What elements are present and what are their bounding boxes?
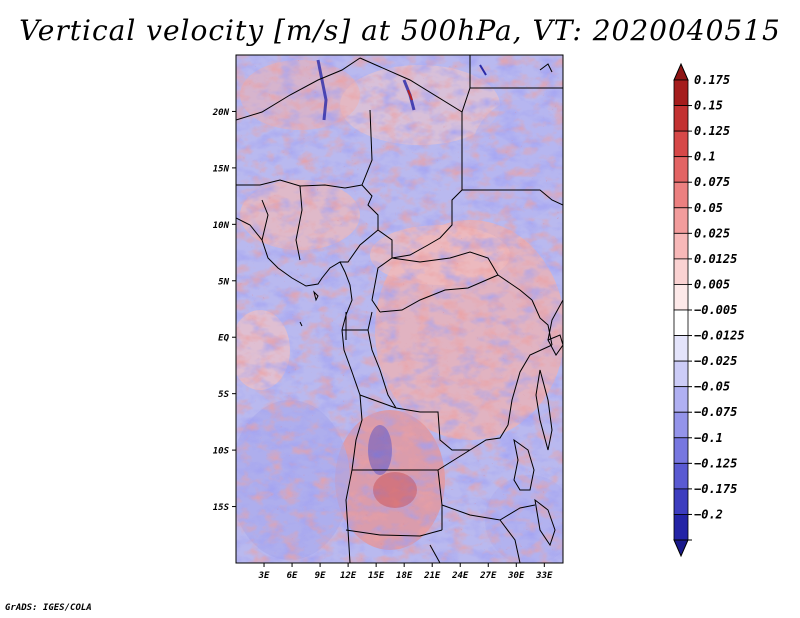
longitude-axis: 3E 6E 9E 12E 15E 18E 21E 24E 27E 30E 33E (258, 563, 553, 581)
lon-tick-label: 3E (258, 571, 270, 581)
lon-tick-label: 12E (340, 571, 357, 581)
colorbar-label: −0.075 (694, 405, 737, 419)
colorbar-label: −0.175 (694, 482, 737, 496)
lat-tick-label: 10S (213, 447, 230, 457)
colorbar-label: 0.025 (694, 226, 730, 240)
colorbar-swatch (673, 309, 689, 336)
colorbar-swatch (673, 514, 689, 541)
colorbar-label: −0.1 (694, 431, 723, 445)
colorbar-swatch (673, 258, 689, 285)
colorbar-swatch (673, 156, 689, 183)
colorbar-swatch (673, 232, 689, 260)
colorbar-swatch (673, 130, 689, 158)
map-title: Vertical velocity [m/s] at 500hPa, VT: 2… (19, 14, 781, 47)
country-borders (236, 55, 563, 563)
lon-tick-label: 9E (315, 571, 326, 581)
lat-tick-label: EQ (218, 334, 229, 344)
lat-tick-label: 10N (213, 221, 230, 231)
colorbar-max-arrow (673, 62, 689, 81)
colorbar-label: −0.005 (694, 303, 737, 317)
colorbar-swatch (673, 488, 689, 515)
colorbar-label: −0.2 (694, 507, 723, 521)
colorbar-label: 0.15 (694, 99, 723, 113)
lon-tick-label: 15E (368, 571, 385, 581)
lon-tick-label: 21E (423, 571, 441, 581)
colorbar-label: 0.0125 (694, 252, 737, 266)
colorbar-swatch (673, 411, 689, 439)
colorbar-swatch (673, 360, 689, 388)
colorbar-label: 0.05 (694, 201, 723, 215)
colorbar-label: −0.125 (694, 456, 737, 470)
colorbar-swatch (673, 181, 689, 209)
colorbar-swatch (673, 462, 689, 490)
colorbar-swatch (673, 207, 689, 234)
lat-tick-label: 5S (218, 390, 229, 400)
lon-tick-label: 30E (507, 571, 525, 581)
colorbar-min-arrow (673, 539, 689, 558)
colorbar-label: 0.175 (694, 73, 730, 87)
colorbar: 0.175 0.15 0.125 0.1 0.075 0.05 0.025 0.0125 0.0… (673, 62, 745, 558)
colorbar-label: 0.005 (694, 277, 730, 291)
lon-tick-label: 27E (479, 571, 497, 581)
lon-tick-label: 18E (396, 571, 413, 581)
lat-tick-label: 5N (218, 277, 229, 287)
map-frame (235, 54, 564, 564)
lat-tick-label: 15N (213, 164, 230, 174)
colorbar-swatch (673, 335, 689, 362)
lat-tick-label: 15S (213, 503, 230, 513)
colorbar-swatch (673, 284, 689, 311)
lon-tick-label: 33E (535, 571, 553, 581)
colorbar-swatch (673, 386, 689, 413)
colorbar-swatch (673, 105, 689, 132)
colorbar-label: −0.025 (694, 354, 737, 368)
lat-tick-label: 20N (212, 108, 230, 118)
latitude-axis: 20N 15N 10N 5N EQ 5S 10S 15S (212, 108, 236, 513)
colorbar-label: 0.075 (694, 175, 730, 189)
colorbar-swatch (673, 79, 689, 106)
colorbar-swatch (673, 437, 689, 464)
lon-tick-label: 6E (287, 571, 298, 581)
colorbar-label: −0.0125 (694, 329, 745, 343)
grads-credit: GrADS: IGES/COLA (5, 603, 92, 613)
lon-tick-label: 24E (451, 571, 469, 581)
colorbar-label: −0.05 (694, 380, 730, 394)
colorbar-label: 0.125 (694, 124, 730, 138)
colorbar-label: 0.1 (694, 150, 716, 164)
velocity-field (236, 55, 563, 563)
